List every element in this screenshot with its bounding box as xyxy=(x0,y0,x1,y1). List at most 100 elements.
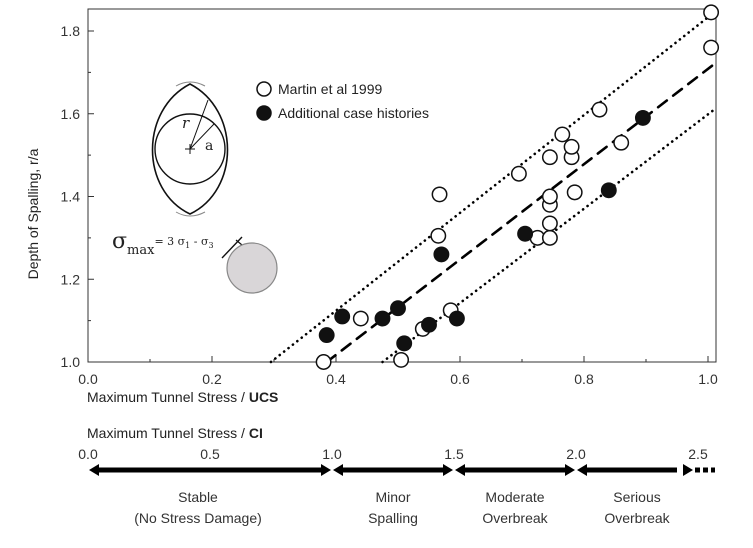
tunnel-circle xyxy=(154,113,226,185)
martin-1999-point xyxy=(431,186,448,203)
spalling-notch-outline xyxy=(151,83,229,215)
stress-zone-arrows xyxy=(89,464,715,476)
zone-arrow-shaft xyxy=(585,467,677,473)
y-tick-label: 1.8 xyxy=(61,23,81,39)
svg-text:σmax= 3 σ1 - σ3: σmax= 3 σ1 - σ3 xyxy=(112,229,214,258)
zone-arrow-dash xyxy=(711,467,715,473)
additional-case-point xyxy=(600,182,617,199)
martin-1999-point xyxy=(541,188,558,205)
x-tick-label: 0.6 xyxy=(450,371,470,387)
legend-open-circle-marker xyxy=(256,81,272,97)
additional-case-point xyxy=(390,300,406,317)
zone-arrow-right-head xyxy=(565,464,575,476)
zone-arrow-right-head xyxy=(321,464,331,476)
zone-label-line2: Overbreak xyxy=(604,510,670,526)
martin-1999-point xyxy=(613,134,630,151)
zone-arrow-dash xyxy=(703,467,708,473)
martin-1999-point xyxy=(703,39,720,56)
overbreak-arc-top xyxy=(175,81,206,87)
x-tick-label: 0.0 xyxy=(78,371,98,387)
svg-text:Maximum Tunnel Stress / UCS: Maximum Tunnel Stress / UCS xyxy=(87,389,278,405)
zone-arrow-left-head xyxy=(455,464,465,476)
trend-lines xyxy=(269,11,716,364)
y-tick-label: 1.2 xyxy=(61,271,81,287)
x-tick-label: 1.0 xyxy=(698,371,718,387)
additional-case-point xyxy=(421,316,437,333)
overbreak-arc-bottom xyxy=(175,211,206,217)
additional-case-point xyxy=(334,308,351,325)
ci-tick-label: 2.5 xyxy=(688,446,708,462)
martin-1999-point xyxy=(566,184,583,201)
martin-1999-point xyxy=(563,138,580,155)
zone-arrow-left-head xyxy=(333,464,343,476)
martin-1999-point xyxy=(430,227,447,244)
x-tick-label: 0.2 xyxy=(202,371,222,387)
additional-case-point xyxy=(448,310,465,327)
martin-1999-point xyxy=(315,354,332,370)
zone-arrow-shaft xyxy=(341,467,445,473)
ci-tick-label: 2.0 xyxy=(566,446,586,462)
x-tick-label: 0.8 xyxy=(574,371,594,387)
zone-label-line1: Serious xyxy=(613,489,660,505)
x-tick-label: 0.4 xyxy=(326,371,346,387)
zone-arrow-shaft xyxy=(463,467,567,473)
martin-1999-point xyxy=(591,101,608,118)
sigma-expression: = 3 σ xyxy=(154,235,185,248)
zone-arrow-left-head xyxy=(89,464,99,476)
zone-label-line2: Spalling xyxy=(368,510,418,526)
radius-a-label: a xyxy=(205,138,213,154)
zone-label-line1: Minor xyxy=(375,489,410,505)
sigma-pointer-line xyxy=(221,236,243,259)
ci-tick-label: 1.0 xyxy=(322,446,342,462)
martin-1999-point xyxy=(541,149,558,166)
additional-case-point xyxy=(634,109,651,126)
ucs-axis-title: Maximum Tunnel Stress / xyxy=(87,389,249,405)
additional-case-point xyxy=(396,335,413,352)
stressed-tunnel-circle xyxy=(226,242,278,294)
legend: Martin et al 1999 Additional case histor… xyxy=(256,81,429,121)
data-points xyxy=(315,4,720,370)
sigma-minus-sigma: - σ xyxy=(190,235,209,248)
svg-text:Maximum Tunnel Stress / CI: Maximum Tunnel Stress / CI xyxy=(87,425,263,441)
legend-filled-circle-marker xyxy=(256,105,272,121)
y-tick-label: 1.4 xyxy=(61,189,81,205)
zone-arrow-right-head xyxy=(683,464,693,476)
zone-arrow-right-head xyxy=(443,464,453,476)
tunnel-section-diagram: r a xyxy=(151,81,229,217)
sigma-sub-3: 3 xyxy=(208,241,213,250)
martin-1999-point xyxy=(541,229,558,246)
sigma-symbol: σ xyxy=(112,229,127,254)
stress-zone-labels: Stable (No Stress Damage) Minor Spalling Mod… xyxy=(134,489,670,526)
sigma-pointer-tick xyxy=(235,239,243,246)
martin-1999-point xyxy=(393,351,410,368)
radius-r-label: r xyxy=(182,114,190,132)
ci-tick-label: 0.5 xyxy=(200,446,220,462)
y-tick-label: 1.0 xyxy=(61,354,81,370)
sigma-sub-1: 1 xyxy=(185,241,190,250)
additional-case-point xyxy=(318,327,335,344)
sigma-max-formula: σmax= 3 σ1 - σ3 xyxy=(112,229,278,294)
martin-1999-point xyxy=(541,215,558,232)
zone-label-line2: Overbreak xyxy=(482,510,548,526)
radius-a-line xyxy=(189,123,215,150)
zone-label-line1: Moderate xyxy=(485,489,544,505)
zone-label-line2: (No Stress Damage) xyxy=(134,510,262,526)
martin-1999-point xyxy=(352,310,369,327)
martin-1999-point xyxy=(703,4,720,21)
martin-1999-point xyxy=(554,126,571,143)
zone-arrow-dash xyxy=(695,467,700,473)
ci-tick-label: 0.0 xyxy=(78,446,98,462)
additional-case-point xyxy=(517,225,534,242)
legend-label-additional: Additional case histories xyxy=(278,105,429,121)
y-tick-label: 1.6 xyxy=(61,106,81,122)
zone-arrow-shaft xyxy=(97,467,323,473)
y-axis-title: Depth of Spalling, r/a xyxy=(25,148,41,279)
zone-arrow-left-head xyxy=(577,464,587,476)
x-axis: 0.0 0.2 0.4 0.6 0.8 1.0 xyxy=(78,356,718,387)
additional-case-point xyxy=(433,246,450,263)
sigma-sub-max: max xyxy=(127,243,155,258)
ucs-axis-title-bold: UCS xyxy=(249,389,279,405)
radius-r-line xyxy=(189,99,209,150)
martin-1999-point xyxy=(510,165,527,182)
